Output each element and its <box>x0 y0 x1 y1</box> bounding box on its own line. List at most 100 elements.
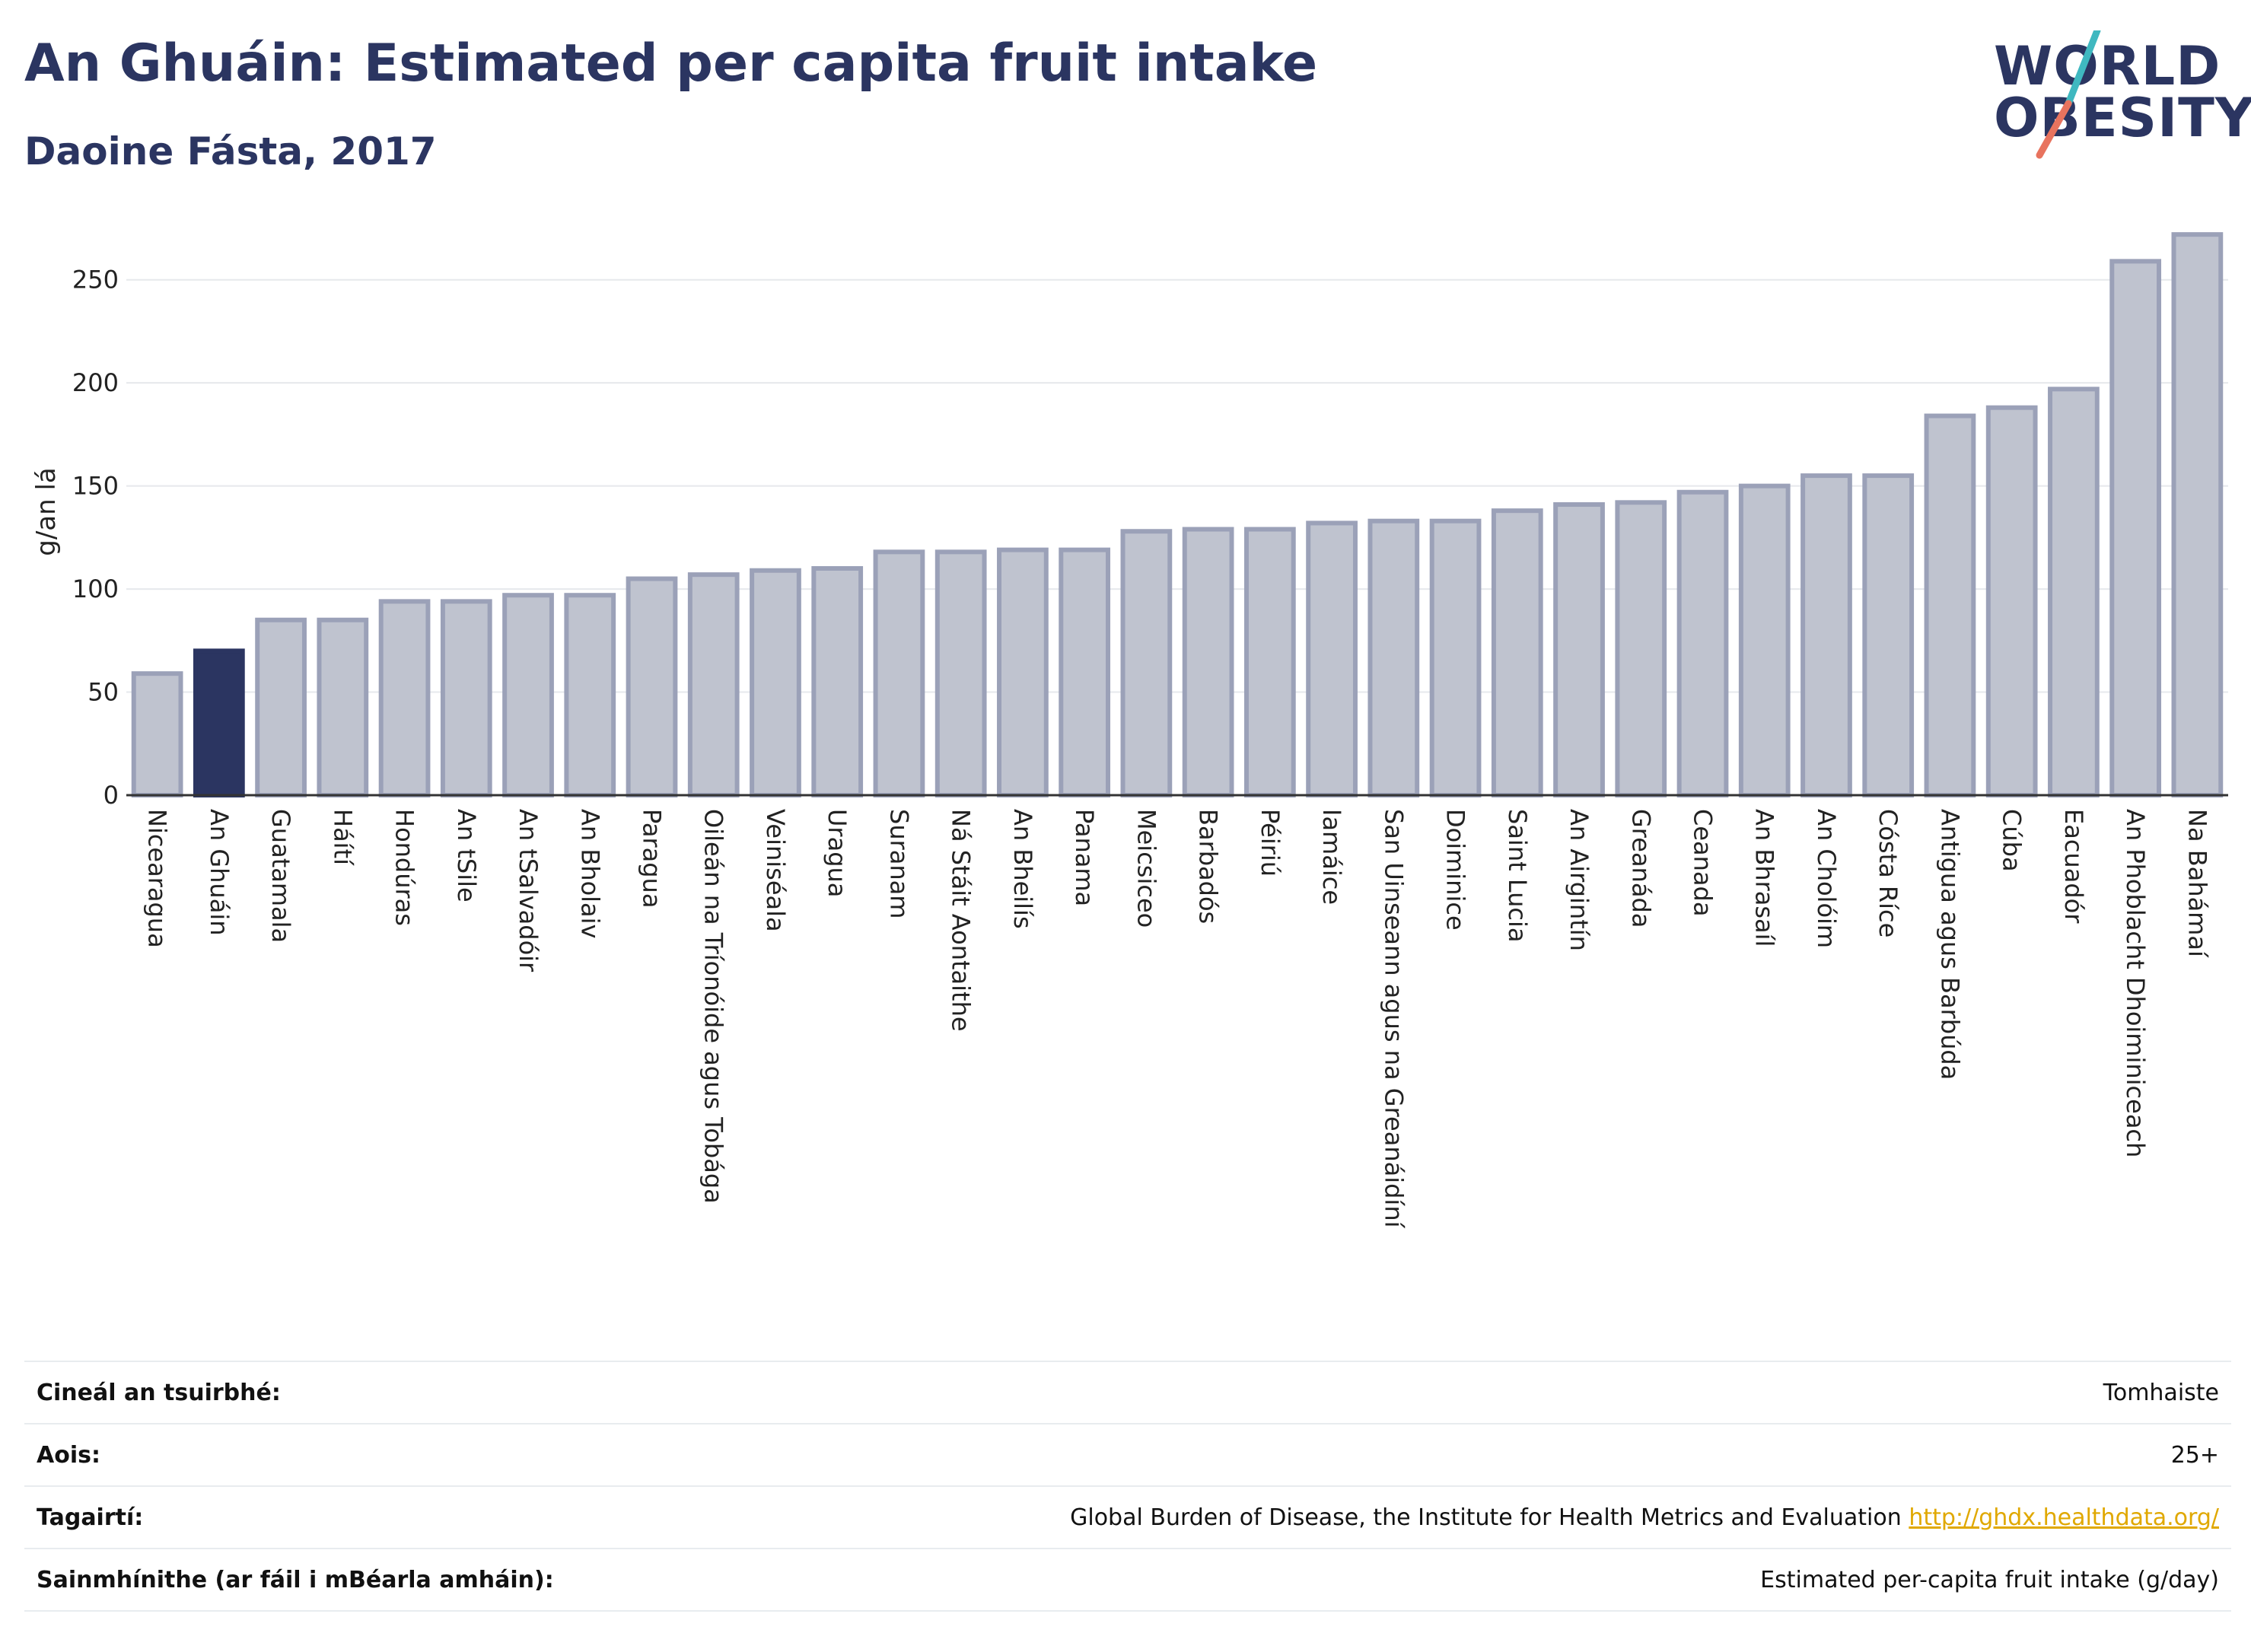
bar <box>1553 502 1605 797</box>
y-axis-label: g/an lá <box>31 467 62 556</box>
bar <box>1120 529 1173 797</box>
x-tick-label: San Uinseann agus na Greanáidíní <box>1379 809 1408 1229</box>
logo-word-2: OBESITY <box>1994 87 2251 149</box>
bar <box>193 648 245 798</box>
bar <box>1985 405 2038 797</box>
x-tick-label: Cúba <box>1998 809 2027 872</box>
y-tick-label: 250 <box>72 266 119 294</box>
chart-title: An Ghuáin: Estimated per capita fruit in… <box>24 33 1318 94</box>
bar <box>1800 473 1852 797</box>
x-tick-label: Na Bahámaí <box>2183 809 2211 958</box>
info-key: Tagairtí: <box>37 1504 144 1531</box>
x-tick-label: An Bholaiv <box>575 809 604 938</box>
x-tick-label: An Bhrasaíl <box>1750 809 1779 947</box>
x-tick-label: Barbadós <box>1194 809 1223 924</box>
info-value-text: 25+ <box>2170 1441 2219 1469</box>
x-tick-label: Veiniséala <box>761 809 790 932</box>
x-tick-label: Cósta Ríce <box>1874 809 1902 937</box>
bar <box>2109 259 2162 797</box>
bar <box>255 617 307 798</box>
bar <box>131 671 183 797</box>
info-value-text: Estimated per-capita fruit intake (g/day… <box>1760 1566 2219 1593</box>
x-tick-label: Eacuadór <box>2059 809 2088 924</box>
x-tick-label: Antigua agus Barbúda <box>1935 809 1964 1080</box>
bar <box>1429 518 1482 797</box>
bar <box>1367 518 1420 797</box>
bar <box>1738 483 1791 797</box>
info-value: 25+ <box>721 1424 2231 1486</box>
logo-word-1: WORLD <box>1994 35 2221 97</box>
bar <box>934 549 987 797</box>
bar <box>1676 489 1729 797</box>
x-tick-label: Doiminice <box>1441 809 1470 931</box>
world-obesity-logo: WORLD OBESITY <box>1979 30 2251 164</box>
bar <box>1059 547 1111 797</box>
x-tick-label: Suranam <box>884 809 913 918</box>
bar <box>626 576 678 798</box>
x-tick-label: Ná Stáit Aontaithe <box>947 809 976 1032</box>
bar <box>564 593 616 798</box>
x-tick-label: Greanáda <box>1626 809 1655 928</box>
info-value: Estimated per-capita fruit intake (g/day… <box>721 1549 2231 1611</box>
bar <box>1491 508 1543 797</box>
x-tick-label: An Ghuáin <box>205 809 234 935</box>
bar <box>687 572 740 797</box>
bar <box>811 566 864 797</box>
info-value: Tomhaiste <box>721 1361 2231 1424</box>
bar <box>997 547 1049 797</box>
bar <box>750 568 801 797</box>
bar <box>1306 520 1358 797</box>
bar <box>1862 473 1915 797</box>
info-value-text: Global Burden of Disease, the Institute … <box>1070 1504 1902 1531</box>
y-tick-label: 0 <box>103 781 119 810</box>
reference-link[interactable]: http://ghdx.healthdata.org/ <box>1909 1504 2219 1531</box>
bar <box>317 617 369 798</box>
info-row: Aois: 25+ <box>24 1424 2231 1486</box>
bar <box>2171 232 2224 798</box>
y-tick-label: 50 <box>88 678 119 707</box>
bar <box>2048 387 2100 797</box>
x-tick-label: Ceanada <box>1689 809 1718 916</box>
info-value: Global Burden of Disease, the Institute … <box>721 1486 2231 1549</box>
x-tick-label: Meicsiceo <box>1132 809 1161 928</box>
x-tick-label: Guatamala <box>266 809 295 943</box>
y-tick-label: 100 <box>72 575 119 603</box>
bar-chart: 0 50 100 150 200 250 g/an lá Nicearagua An Ghuái… <box>31 232 2228 1229</box>
bar <box>1243 527 1296 797</box>
bar <box>378 599 431 797</box>
bar <box>873 549 925 797</box>
logo-slash-icon <box>2036 30 2101 159</box>
x-tick-label: An Airgintín <box>1565 809 1594 951</box>
bar <box>1924 413 1976 797</box>
x-tick-label: Iamáice <box>1317 809 1346 905</box>
x-tick-label: An tSile <box>452 809 481 902</box>
x-tick-label: Háítí <box>328 809 357 866</box>
y-tick-label: 150 <box>72 472 119 501</box>
x-tick-label: An tSalvadóir <box>514 809 543 972</box>
info-key: Aois: <box>37 1441 100 1469</box>
info-value-text: Tomhaiste <box>2103 1379 2219 1406</box>
x-tick-label: Paragua <box>638 809 667 908</box>
x-tick-label: Saint Lucia <box>1503 809 1532 942</box>
x-tick-label: Hondúras <box>390 809 419 926</box>
bar <box>1615 500 1667 797</box>
info-key: Cineál an tsuirbhé: <box>37 1379 281 1406</box>
info-key: Sainmhínithe (ar fáil i mBéarla amháin): <box>37 1566 554 1593</box>
chart-subtitle: Daoine Fásta, 2017 <box>24 129 437 173</box>
bar <box>1182 527 1234 797</box>
x-tick-label: Oileán na Tríonóide agus Tobága <box>699 809 728 1204</box>
x-tick-label: Péiriú <box>1256 809 1285 877</box>
y-tick-label: 200 <box>72 368 119 397</box>
x-tick-label: Nicearagua <box>143 809 172 948</box>
bar <box>502 593 554 798</box>
bar <box>440 599 492 797</box>
info-row: Tagairtí: Global Burden of Disease, the I… <box>24 1486 2231 1549</box>
x-tick-label: An Phoblacht Dhoiminiceach <box>2121 809 2150 1157</box>
x-tick-label: Uragua <box>823 809 852 897</box>
info-row: Cineál an tsuirbhé: Tomhaiste <box>24 1361 2231 1424</box>
info-table: Cineál an tsuirbhé: Tomhaiste Aois: 25+ Taga… <box>24 1361 2231 1612</box>
x-tick-label: Panama <box>1070 809 1099 906</box>
info-row: Sainmhínithe (ar fáil i mBéarla amháin):… <box>24 1549 2231 1611</box>
x-tick-label: An Bheilís <box>1008 809 1037 929</box>
x-tick-label: An Cholóim <box>1812 809 1841 948</box>
